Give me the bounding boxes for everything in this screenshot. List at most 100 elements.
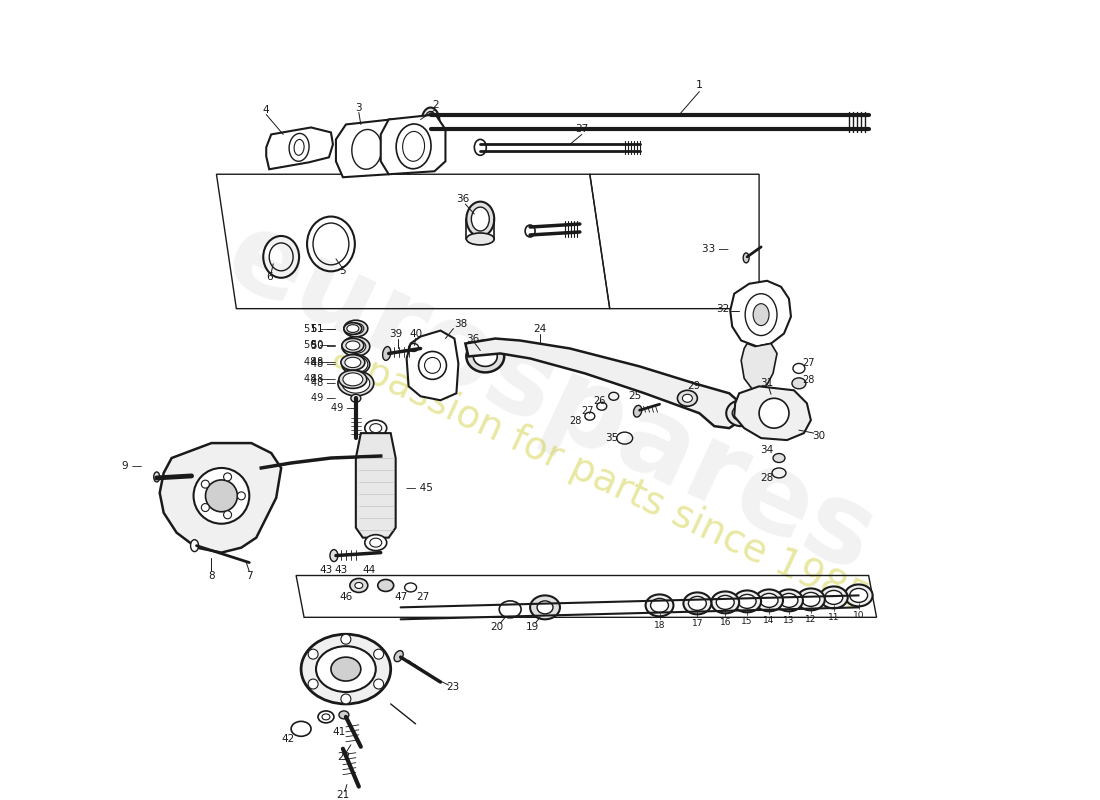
Ellipse shape: [733, 406, 750, 421]
Text: 12: 12: [805, 615, 816, 624]
Text: 41: 41: [332, 727, 345, 737]
Text: 50 —: 50 —: [310, 342, 336, 351]
Text: 35: 35: [605, 433, 618, 443]
Polygon shape: [266, 127, 333, 170]
Ellipse shape: [792, 378, 806, 389]
Ellipse shape: [646, 594, 673, 616]
Text: 48 —: 48 —: [311, 359, 336, 370]
Ellipse shape: [338, 370, 374, 396]
Circle shape: [374, 679, 384, 689]
Ellipse shape: [525, 225, 535, 237]
Text: 27: 27: [416, 593, 429, 602]
Ellipse shape: [339, 711, 349, 719]
Text: 29: 29: [688, 382, 701, 391]
Ellipse shape: [377, 579, 394, 591]
Text: 13: 13: [783, 616, 794, 625]
Text: 49 —: 49 —: [331, 403, 355, 414]
Ellipse shape: [471, 207, 490, 231]
Circle shape: [759, 398, 789, 428]
Ellipse shape: [154, 472, 160, 482]
Polygon shape: [160, 443, 282, 553]
Ellipse shape: [342, 338, 364, 353]
Text: a passion for parts since 1985: a passion for parts since 1985: [326, 337, 873, 619]
Text: 43: 43: [334, 565, 348, 574]
Ellipse shape: [394, 650, 404, 662]
Ellipse shape: [421, 107, 440, 135]
Circle shape: [238, 492, 245, 500]
Ellipse shape: [342, 374, 370, 393]
Ellipse shape: [474, 139, 486, 155]
Ellipse shape: [342, 354, 370, 374]
Ellipse shape: [760, 594, 778, 607]
Ellipse shape: [365, 534, 387, 550]
Ellipse shape: [678, 390, 697, 406]
Ellipse shape: [796, 589, 825, 610]
Ellipse shape: [634, 406, 641, 417]
Ellipse shape: [346, 325, 359, 333]
Text: 3: 3: [355, 102, 362, 113]
Text: 51 —: 51 —: [310, 323, 336, 334]
Text: 6: 6: [266, 272, 273, 282]
Polygon shape: [355, 433, 396, 538]
Ellipse shape: [344, 356, 367, 373]
Text: 9 —: 9 —: [121, 461, 142, 471]
Ellipse shape: [754, 304, 769, 326]
Ellipse shape: [712, 591, 739, 614]
Ellipse shape: [683, 593, 712, 614]
Ellipse shape: [755, 590, 783, 611]
Text: 4: 4: [263, 105, 270, 114]
Ellipse shape: [825, 590, 843, 604]
Circle shape: [201, 480, 209, 488]
Ellipse shape: [530, 595, 560, 619]
Text: 38: 38: [454, 318, 467, 329]
Ellipse shape: [726, 400, 756, 426]
Ellipse shape: [331, 657, 361, 681]
Text: 48 —: 48 —: [311, 378, 336, 388]
Text: 17: 17: [692, 618, 703, 628]
Text: 51 —: 51 —: [304, 323, 329, 334]
Text: 16: 16: [719, 618, 732, 626]
Text: — 45: — 45: [406, 483, 432, 493]
Ellipse shape: [190, 540, 198, 552]
Text: 48 —: 48 —: [304, 374, 329, 384]
Text: 31: 31: [760, 378, 773, 388]
Ellipse shape: [716, 595, 734, 610]
Text: 11: 11: [828, 613, 839, 622]
Polygon shape: [465, 338, 745, 428]
Ellipse shape: [776, 590, 803, 611]
Polygon shape: [407, 330, 459, 400]
Ellipse shape: [689, 597, 706, 610]
Ellipse shape: [342, 337, 370, 356]
Text: 34: 34: [760, 445, 773, 455]
Text: 39: 39: [389, 329, 403, 338]
Ellipse shape: [682, 394, 692, 402]
Text: 27: 27: [803, 358, 815, 369]
Text: 8: 8: [208, 570, 214, 581]
Ellipse shape: [339, 370, 366, 389]
Ellipse shape: [345, 339, 366, 354]
Text: 23: 23: [446, 682, 459, 692]
Ellipse shape: [845, 585, 872, 606]
Text: 24: 24: [534, 323, 547, 334]
Ellipse shape: [780, 594, 798, 607]
Ellipse shape: [738, 594, 756, 608]
Ellipse shape: [425, 111, 437, 131]
Text: 1: 1: [696, 80, 703, 90]
Text: 19: 19: [526, 622, 539, 632]
Ellipse shape: [744, 253, 749, 263]
Text: 30: 30: [812, 431, 825, 441]
Text: 25: 25: [628, 391, 641, 402]
Ellipse shape: [650, 598, 669, 612]
Polygon shape: [730, 281, 791, 346]
Text: 40: 40: [409, 329, 422, 338]
Ellipse shape: [365, 420, 387, 436]
Circle shape: [308, 649, 318, 659]
Polygon shape: [741, 343, 777, 390]
Text: 33 —: 33 —: [702, 244, 729, 254]
Circle shape: [201, 503, 209, 511]
Text: 15: 15: [741, 617, 752, 626]
Circle shape: [223, 511, 232, 518]
Text: 7: 7: [246, 570, 253, 581]
Text: 42: 42: [282, 734, 295, 744]
Text: 26: 26: [594, 396, 606, 406]
